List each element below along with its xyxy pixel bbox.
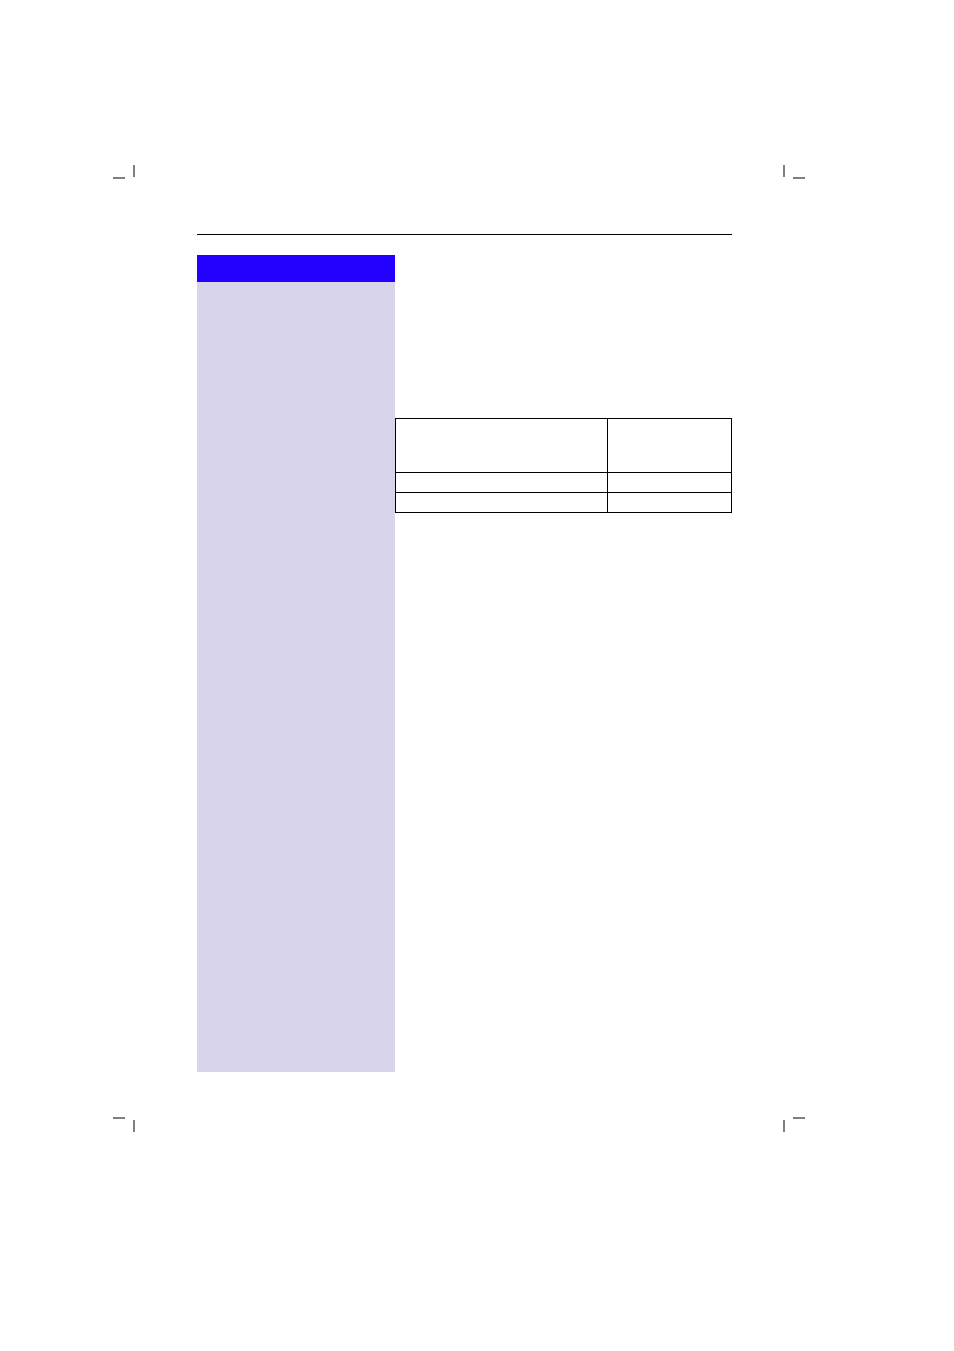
crop-mark [133, 165, 135, 177]
table-cell [396, 493, 608, 513]
table-cell [396, 419, 608, 473]
crop-mark [133, 1120, 135, 1132]
sidebar-header [197, 255, 395, 282]
crop-mark [113, 177, 125, 179]
data-table [395, 418, 732, 513]
crop-mark [793, 177, 805, 179]
table-cell [608, 419, 732, 473]
table-cell [608, 473, 732, 493]
sidebar-body [197, 282, 395, 1072]
crop-mark [113, 1117, 125, 1119]
crop-mark [783, 165, 785, 177]
crop-mark [793, 1117, 805, 1119]
table-cell [608, 493, 732, 513]
table-row [396, 473, 732, 493]
crop-mark [783, 1120, 785, 1132]
page [0, 0, 954, 1351]
header-rule [197, 234, 732, 235]
table-cell [396, 473, 608, 493]
table-row [396, 493, 732, 513]
table-row [396, 419, 732, 473]
